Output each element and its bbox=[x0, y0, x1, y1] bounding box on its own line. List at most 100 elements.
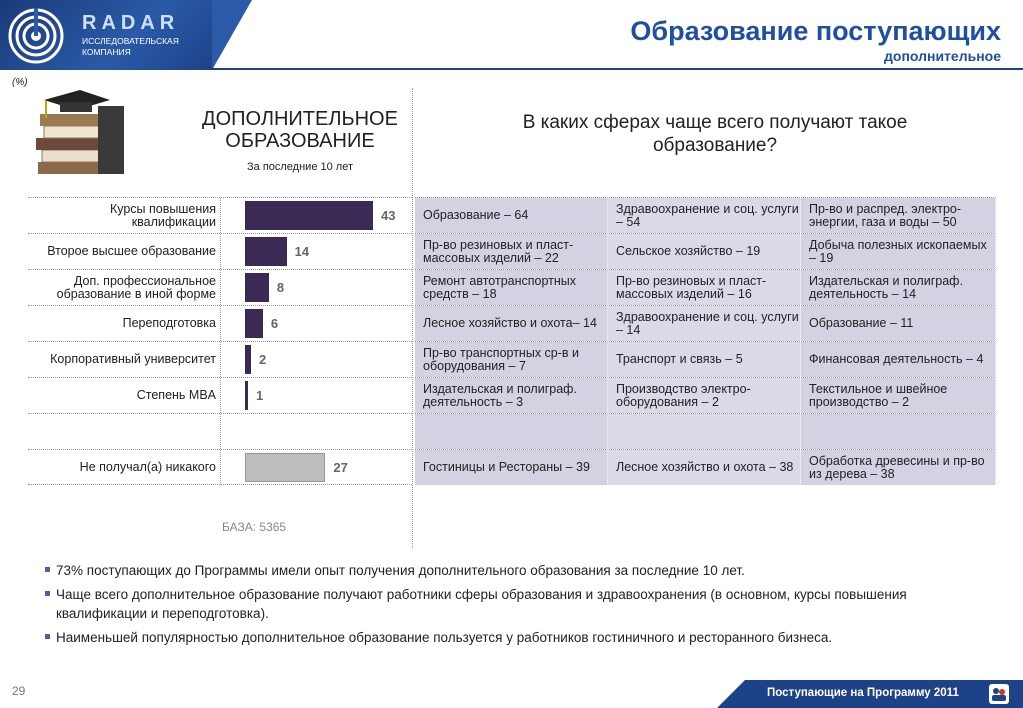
chart-row: Переподготовка 6 bbox=[28, 305, 412, 341]
sphere-cell: Издательская и полиграф. деятельность – … bbox=[415, 378, 608, 413]
right-title-line2: образование? bbox=[652, 135, 778, 156]
base-label: БАЗА: 5365 bbox=[222, 520, 287, 534]
books-graduation-cap-icon bbox=[36, 90, 124, 174]
bar bbox=[245, 201, 373, 230]
bar-cell: 2 bbox=[220, 342, 412, 377]
chart-row: Не получал(а) никакого 27 bbox=[28, 449, 412, 485]
bar-value-label: 2 bbox=[258, 352, 267, 367]
bar-value-label: 27 bbox=[333, 460, 348, 475]
category-label: Курсы повышения квалификации bbox=[109, 201, 216, 229]
education-bar-chart: Курсы повышения квалификации 43 Второе выс… bbox=[28, 197, 412, 485]
sphere-cell: Здравоохранение и соц. услуги – 54 bbox=[608, 198, 801, 233]
bar bbox=[245, 309, 263, 338]
finding-item: Наименьшей популярностью дополнительное … bbox=[44, 628, 984, 647]
sphere-cell: Здравоохранение и соц. услуги – 14 bbox=[608, 306, 801, 341]
bar-cell: 14 bbox=[220, 234, 412, 269]
bar-value-label: 43 bbox=[381, 208, 396, 223]
sphere-cell: Пр-во и распред. электро-энергии, газа и… bbox=[801, 198, 996, 233]
footer-text: Поступающие на Программу 2011 bbox=[767, 687, 959, 699]
category-label: Корпоративный университет bbox=[50, 352, 216, 366]
bar-value-label: 8 bbox=[276, 280, 285, 295]
page-number: 29 bbox=[12, 684, 26, 698]
bar-cell: 6 bbox=[220, 306, 412, 341]
sphere-cell: Пр-во резиновых и пласт-массовых изделий… bbox=[608, 270, 801, 305]
left-section-title: ДОПОЛНИТЕЛЬНОЕ ОБРАЗОВАНИЕ bbox=[180, 108, 420, 152]
sphere-cell: Текстильное и швейное производство – 2 bbox=[801, 378, 996, 413]
header-divider bbox=[212, 68, 1023, 70]
bar-value-label: 1 bbox=[256, 388, 264, 403]
bar bbox=[245, 381, 248, 410]
radar-logo-icon bbox=[8, 8, 64, 64]
bar-value-label: 6 bbox=[270, 316, 279, 331]
category-label bbox=[28, 414, 218, 449]
brand-name: RADAR bbox=[82, 12, 180, 34]
chart-row: Второе высшее образование 14 bbox=[28, 233, 412, 269]
chart-row: Степень MBA 1 bbox=[28, 377, 412, 413]
unit-label: (%) bbox=[12, 77, 28, 88]
bar-value-label: 14 bbox=[294, 244, 310, 259]
sphere-cell: Сельское хозяйство – 19 bbox=[608, 234, 801, 269]
spheres-row: Пр-во резиновых и пласт-массовых изделий… bbox=[415, 233, 996, 269]
category-label: Не получал(а) никакого bbox=[79, 460, 216, 474]
sphere-cell: Пр-во резиновых и пласт-массовых изделий… bbox=[415, 234, 608, 269]
page-subtitle: дополнительное bbox=[884, 48, 1001, 64]
brand-sub-line2: КОМПАНИЯ bbox=[82, 47, 131, 57]
finding-item: Чаще всего дополнительное образование по… bbox=[44, 585, 984, 623]
finding-item: 73% поступающих до Программы имели опыт … bbox=[44, 561, 984, 580]
sphere-cell: Гостиницы и Рестораны – 39 bbox=[415, 450, 608, 485]
sphere-cell: Обработка древесины и пр-во из дерева – … bbox=[801, 450, 996, 485]
sphere-cell: Образование – 64 bbox=[415, 198, 608, 233]
spheres-row: Лесное хозяйство и охота– 14 Здравоохране… bbox=[415, 305, 996, 341]
spheres-row: Гостиницы и Рестораны – 39 Лесное хозяйст… bbox=[415, 449, 996, 485]
bar bbox=[245, 237, 287, 266]
findings-list: 73% поступающих до Программы имели опыт … bbox=[44, 561, 984, 652]
brand-subtitle: ИССЛЕДОВАТЕЛЬСКАЯ КОМПАНИЯ bbox=[82, 36, 179, 58]
sphere-cell: Лесное хозяйство и охота – 38 bbox=[608, 450, 801, 485]
chart-row bbox=[28, 413, 412, 449]
section-divider bbox=[412, 88, 413, 548]
sphere-cell bbox=[415, 414, 608, 449]
spheres-row: Ремонт автотранспортных средств – 18 Пр-в… bbox=[415, 269, 996, 305]
chart-row: Курсы повышения квалификации 43 bbox=[28, 197, 412, 233]
sphere-cell: Образование – 11 bbox=[801, 306, 996, 341]
category-label: Степень MBA bbox=[136, 388, 216, 402]
spheres-grid: Образование – 64 Здравоохранение и соц. у… bbox=[415, 197, 996, 485]
bar bbox=[245, 345, 251, 374]
bar-cell: 1 bbox=[220, 378, 412, 413]
category-label: Второе высшее образование bbox=[47, 244, 216, 258]
sphere-cell bbox=[608, 414, 801, 449]
sphere-cell bbox=[801, 414, 996, 449]
right-title-line1: В каких сферах чаще всего получают такое bbox=[522, 112, 908, 133]
left-title-line1: ДОПОЛНИТЕЛЬНОЕ bbox=[202, 108, 398, 130]
category-label: Доп. профессиональное образование в иной… bbox=[56, 273, 216, 301]
bar bbox=[245, 273, 269, 302]
bar-cell: 43 bbox=[220, 198, 412, 233]
sphere-cell: Пр-во транспортных ср-в и оборудования –… bbox=[415, 342, 608, 377]
sphere-cell: Производство электро-оборудования – 2 bbox=[608, 378, 801, 413]
chart-row: Корпоративный университет 2 bbox=[28, 341, 412, 377]
bar-cell: 8 bbox=[220, 270, 412, 305]
spheres-row: Пр-во транспортных ср-в и оборудования –… bbox=[415, 341, 996, 377]
footer-people-icon bbox=[989, 684, 1009, 704]
chart-row: Доп. профессиональное образование в иной… bbox=[28, 269, 412, 305]
spheres-row bbox=[415, 413, 996, 449]
category-label: Переподготовка bbox=[122, 316, 216, 330]
bar-cell bbox=[220, 414, 412, 449]
brand-sub-line1: ИССЛЕДОВАТЕЛЬСКАЯ bbox=[82, 36, 179, 46]
footer-bar: Поступающие на Программу 2011 bbox=[717, 680, 1023, 708]
sphere-cell: Транспорт и связь – 5 bbox=[608, 342, 801, 377]
spheres-row: Издательская и полиграф. деятельность – … bbox=[415, 377, 996, 413]
bar-cell: 27 bbox=[220, 450, 412, 485]
brand-header: RADAR ИССЛЕДОВАТЕЛЬСКАЯ КОМПАНИЯ bbox=[0, 0, 252, 70]
bar bbox=[245, 453, 326, 482]
right-section-title: В каких сферах чаще всего получают такое… bbox=[470, 111, 960, 157]
left-title-line2: ОБРАЗОВАНИЕ bbox=[225, 130, 375, 152]
sphere-cell: Добыча полезных ископаемых – 19 bbox=[801, 234, 996, 269]
sphere-cell: Издательская и полиграф. деятельность – … bbox=[801, 270, 996, 305]
spheres-row: Образование – 64 Здравоохранение и соц. у… bbox=[415, 197, 996, 233]
page-title: Образование поступающих bbox=[630, 16, 1001, 46]
sphere-cell: Лесное хозяйство и охота– 14 bbox=[415, 306, 608, 341]
sphere-cell: Финансовая деятельность – 4 bbox=[801, 342, 996, 377]
left-section-subtitle: За последние 10 лет bbox=[247, 161, 353, 173]
sphere-cell: Ремонт автотранспортных средств – 18 bbox=[415, 270, 608, 305]
